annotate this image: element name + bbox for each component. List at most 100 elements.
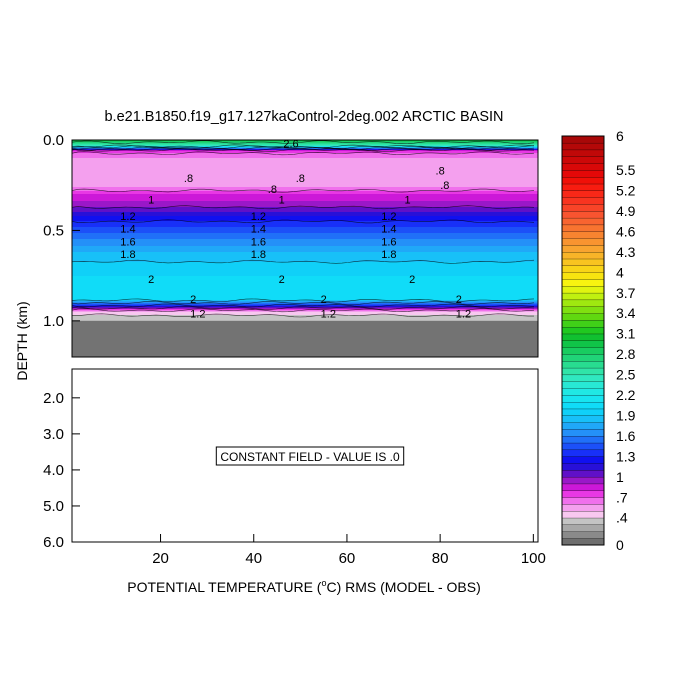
depth-strip xyxy=(72,260,538,262)
contour-label: 1.2 xyxy=(251,211,266,223)
colorbar-band xyxy=(561,258,605,266)
depth-strip xyxy=(72,292,538,294)
x-tick-label: 40 xyxy=(245,550,262,567)
depth-strip xyxy=(72,158,538,160)
depth-strip xyxy=(72,177,538,179)
depth-strip xyxy=(72,193,538,195)
depth-strip xyxy=(72,249,538,251)
depth-strip xyxy=(72,202,538,204)
contour-label: 2 xyxy=(456,294,462,306)
contour-label: 1.6 xyxy=(120,236,135,248)
depth-strip xyxy=(72,275,538,277)
depth-strip xyxy=(72,163,538,165)
depth-strip xyxy=(72,315,538,317)
colorbar-tick-label: 2.5 xyxy=(616,367,636,383)
x-tick-label: 100 xyxy=(521,550,546,567)
colorbar-tick-label: 4.3 xyxy=(616,244,636,260)
colorbar-band xyxy=(561,476,605,485)
depth-strip xyxy=(72,162,538,164)
depth-strip xyxy=(72,310,538,312)
colorbar-band xyxy=(561,142,605,151)
colorbar-band xyxy=(561,503,605,512)
depth-strip xyxy=(72,186,538,188)
colorbar-band xyxy=(561,367,605,376)
depth-strip xyxy=(72,270,538,272)
colorbar-band xyxy=(561,353,605,362)
contour-line xyxy=(71,303,535,308)
depth-strip xyxy=(72,258,538,260)
depth-strip xyxy=(72,302,538,304)
depth-strip xyxy=(72,154,538,156)
depth-strip xyxy=(72,179,538,181)
contour-label: .8 xyxy=(440,180,449,192)
colorbar-band xyxy=(561,360,605,369)
depth-strip xyxy=(72,244,538,246)
depth-strip xyxy=(72,168,538,170)
depth-strip xyxy=(72,241,538,243)
depth-strip xyxy=(72,157,538,159)
colorbar-labels: 0 .4 .7 1 1.3 1.6 1.9 2.2 2.5 2.8 3.1 3.4 3.7 4 4.3 4.6… xyxy=(616,128,636,553)
colorbar-tick-label: 2.2 xyxy=(616,387,636,403)
depth-strip xyxy=(72,265,538,267)
depth-strip xyxy=(72,227,538,229)
colorbar-band xyxy=(561,183,605,191)
depth-strip xyxy=(72,259,538,261)
constant-field-annotation: CONSTANT FIELD - VALUE IS .0 xyxy=(215,446,405,466)
depth-strip xyxy=(72,200,538,202)
depth-strip xyxy=(72,237,538,239)
depth-strip xyxy=(72,303,538,305)
colorbar-band xyxy=(561,169,605,178)
depth-strip xyxy=(72,271,538,273)
depth-strip xyxy=(72,197,538,199)
depth-strip xyxy=(72,224,538,226)
depth-strip xyxy=(72,213,538,215)
depth-strip xyxy=(72,320,538,322)
contour-line xyxy=(71,301,535,305)
depth-strip xyxy=(72,198,538,200)
y-tick-label: 4.0 xyxy=(43,462,64,479)
colorbar-band xyxy=(561,456,605,464)
depth-strip xyxy=(72,211,538,213)
colorbar-tick-label: 1 xyxy=(616,469,624,485)
depth-strip xyxy=(72,218,538,220)
contour-label: 1.2 xyxy=(321,309,336,321)
x-tick-label: 60 xyxy=(339,550,356,567)
depth-strip xyxy=(72,238,538,240)
colorbar-band xyxy=(561,299,605,307)
depth-strip xyxy=(72,171,538,173)
contour-label: 1.8 xyxy=(251,249,266,261)
colorbar-band xyxy=(561,265,605,273)
colorbar-band xyxy=(561,483,605,491)
depth-strip xyxy=(72,232,538,234)
y-tick-label: 2.0 xyxy=(43,390,64,407)
depth-strip xyxy=(72,269,538,271)
contour-label: 1 xyxy=(148,195,154,207)
depth-strip xyxy=(72,318,538,320)
upper-panel-contour-labels: 2.6.8.8.8.8.81 1 11.2 1.2 1.21.4 1.4 1.41.6 1.6… xyxy=(120,139,471,321)
colorbar-band xyxy=(561,319,605,328)
colorbar-band xyxy=(561,524,605,532)
colorbar-tick-label: 1.6 xyxy=(616,428,636,444)
depth-strip xyxy=(72,243,538,245)
colorbar-tick-label: .7 xyxy=(616,489,628,505)
depth-strip xyxy=(72,215,538,217)
depth-strip xyxy=(72,153,538,155)
depth-strip xyxy=(72,284,538,286)
contour-label: 1.8 xyxy=(381,249,396,261)
contour-label: 2 xyxy=(321,294,327,306)
colorbar-band xyxy=(561,238,605,246)
depth-strip xyxy=(72,273,538,275)
bottom-mask xyxy=(72,320,538,357)
colorbar-band xyxy=(561,538,605,546)
depth-strip xyxy=(72,272,538,274)
colorbar-tick-label: 1.9 xyxy=(616,407,636,423)
colorbar-band xyxy=(561,197,605,205)
colorbar-band xyxy=(561,435,605,444)
depth-strip xyxy=(72,141,538,143)
contour-label: 2 xyxy=(148,274,154,286)
depth-strip xyxy=(72,165,538,167)
colorbar-band xyxy=(561,469,605,478)
depth-strip xyxy=(72,160,538,162)
depth-strip xyxy=(72,300,538,302)
lower-y-ticks: 2.0 3.0 4.0 5.0 6.0 xyxy=(43,390,80,551)
